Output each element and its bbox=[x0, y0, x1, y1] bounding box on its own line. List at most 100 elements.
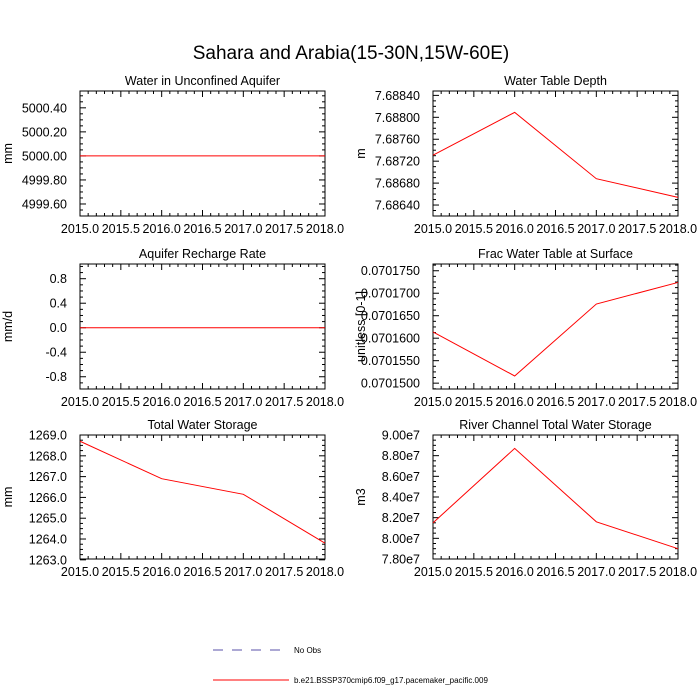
x-tick-label: 2015.5 bbox=[455, 395, 493, 409]
x-tick-label: 2015.5 bbox=[102, 395, 140, 409]
series-line bbox=[432, 281, 679, 377]
y-axis-label: mm bbox=[1, 143, 15, 164]
x-tick-label: 2015.0 bbox=[414, 395, 452, 409]
x-tick-label: 2018.0 bbox=[659, 395, 697, 409]
panel-title: River Channel Total Water Storage bbox=[459, 418, 652, 432]
x-tick-label: 2018.0 bbox=[306, 222, 344, 236]
y-axis-label: unitless [0-1] bbox=[354, 291, 368, 362]
y-tick-label: 7.68720 bbox=[375, 155, 420, 169]
y-tick-label: 5000.20 bbox=[22, 125, 67, 139]
plot-frame bbox=[79, 263, 326, 390]
x-tick-label: 2017.5 bbox=[618, 565, 656, 579]
y-tick-label: 0.0701500 bbox=[361, 377, 420, 391]
y-tick-label: 8.00e7 bbox=[382, 532, 420, 546]
y-tick-label: 8.80e7 bbox=[382, 449, 420, 463]
y-tick-label: 4999.60 bbox=[22, 197, 67, 211]
x-tick-label: 2017.5 bbox=[265, 395, 303, 409]
y-tick-label: 1268.0 bbox=[29, 449, 67, 463]
x-tick-label: 2017.0 bbox=[577, 395, 615, 409]
chart-panel-2: Water Table Depth m 2015.0 2015.5 2016.0 2016… bbox=[354, 74, 697, 236]
y-tick-label: -0.8 bbox=[45, 370, 67, 384]
panel-title: Water in Unconfined Aquifer bbox=[125, 74, 280, 88]
y-tick-label: 9.00e7 bbox=[382, 429, 420, 443]
x-tick-label: 2015.0 bbox=[414, 565, 452, 579]
x-tick-label: 2018.0 bbox=[306, 395, 344, 409]
x-tick-label: 2016.5 bbox=[183, 222, 221, 236]
y-tick-label: 0.0 bbox=[50, 321, 67, 335]
plot-frame bbox=[79, 434, 326, 560]
plot-frame bbox=[79, 90, 326, 217]
y-tick-label: 8.40e7 bbox=[382, 491, 420, 505]
figure-title: Sahara and Arabia(15-30N,15W-60E) bbox=[193, 43, 510, 64]
x-tick-label: 2015.5 bbox=[102, 222, 140, 236]
x-tick-label: 2016.5 bbox=[536, 395, 574, 409]
y-tick-label: 0.0701600 bbox=[361, 332, 420, 346]
y-tick-label: 5000.00 bbox=[22, 149, 67, 163]
x-tick-label: 2017.0 bbox=[577, 565, 615, 579]
panel-title: Total Water Storage bbox=[147, 418, 257, 432]
x-tick-label: 2017.0 bbox=[224, 565, 262, 579]
y-axis-label: m3 bbox=[354, 488, 368, 505]
plot-frame bbox=[432, 434, 679, 560]
x-tick-label: 2016.0 bbox=[496, 395, 534, 409]
x-tick-label: 2016.0 bbox=[143, 222, 181, 236]
x-tick-label: 2016.5 bbox=[183, 395, 221, 409]
x-tick-label: 2016.0 bbox=[143, 565, 181, 579]
x-tick-label: 2017.0 bbox=[224, 222, 262, 236]
y-tick-label: 0.0701750 bbox=[361, 264, 420, 278]
y-tick-label: 7.68640 bbox=[375, 199, 420, 213]
y-tick-label: 1263.0 bbox=[29, 553, 67, 567]
y-tick-label: 8.20e7 bbox=[382, 511, 420, 525]
x-tick-label: 2017.0 bbox=[224, 395, 262, 409]
x-tick-label: 2017.5 bbox=[265, 222, 303, 236]
x-tick-label: 2015.5 bbox=[102, 565, 140, 579]
y-axis-label: mm/d bbox=[1, 311, 15, 342]
y-tick-label: -0.4 bbox=[45, 346, 67, 360]
panel-title: Aquifer Recharge Rate bbox=[139, 247, 266, 261]
x-tick-label: 2018.0 bbox=[306, 565, 344, 579]
x-tick-label: 2016.5 bbox=[536, 565, 574, 579]
y-tick-label: 7.80e7 bbox=[382, 553, 420, 567]
y-tick-label: 5000.40 bbox=[22, 101, 67, 115]
y-tick-label: 7.68760 bbox=[375, 133, 420, 147]
series-line bbox=[79, 440, 326, 544]
plot-frame bbox=[432, 90, 679, 217]
x-tick-label: 2017.5 bbox=[618, 395, 656, 409]
chart-panel-6: River Channel Total Water Storage m3 2015.… bbox=[354, 418, 697, 579]
panel-title: Water Table Depth bbox=[504, 74, 607, 88]
x-tick-label: 2016.0 bbox=[496, 222, 534, 236]
x-tick-label: 2017.5 bbox=[265, 565, 303, 579]
x-tick-label: 2015.0 bbox=[61, 565, 99, 579]
x-tick-label: 2016.5 bbox=[183, 565, 221, 579]
x-tick-label: 2017.0 bbox=[577, 222, 615, 236]
y-tick-label: 0.8 bbox=[50, 272, 67, 286]
y-tick-label: 7.68800 bbox=[375, 111, 420, 125]
y-tick-label: 4999.80 bbox=[22, 173, 67, 187]
y-tick-label: 8.60e7 bbox=[382, 470, 420, 484]
y-tick-label: 1267.0 bbox=[29, 470, 67, 484]
legend-label: No Obs bbox=[294, 646, 321, 655]
y-tick-label: 7.68680 bbox=[375, 177, 420, 191]
chart-panel-1: Water in Unconfined Aquifer mm 2015.0 2015.… bbox=[1, 74, 344, 236]
legend: No Obs b.e21.BSSP370cmip6.f09_g17.pacemak… bbox=[213, 646, 488, 685]
series-line bbox=[432, 111, 679, 198]
y-axis-label: mm bbox=[1, 487, 15, 508]
y-tick-label: 0.4 bbox=[50, 297, 67, 311]
x-tick-label: 2016.0 bbox=[143, 395, 181, 409]
y-tick-label: 1265.0 bbox=[29, 512, 67, 526]
x-tick-label: 2017.5 bbox=[618, 222, 656, 236]
legend-entry-2: b.e21.BSSP370cmip6.f09_g17.pacemaker_pac… bbox=[213, 676, 488, 685]
legend-label: b.e21.BSSP370cmip6.f09_g17.pacemaker_pac… bbox=[294, 676, 488, 685]
y-axis-label: m bbox=[354, 148, 368, 158]
x-tick-label: 2015.0 bbox=[414, 222, 452, 236]
x-tick-label: 2015.5 bbox=[455, 565, 493, 579]
y-tick-label: 1266.0 bbox=[29, 491, 67, 505]
plot-frame bbox=[432, 263, 679, 390]
x-tick-label: 2015.0 bbox=[61, 222, 99, 236]
x-tick-label: 2018.0 bbox=[659, 565, 697, 579]
y-tick-label: 1264.0 bbox=[29, 533, 67, 547]
